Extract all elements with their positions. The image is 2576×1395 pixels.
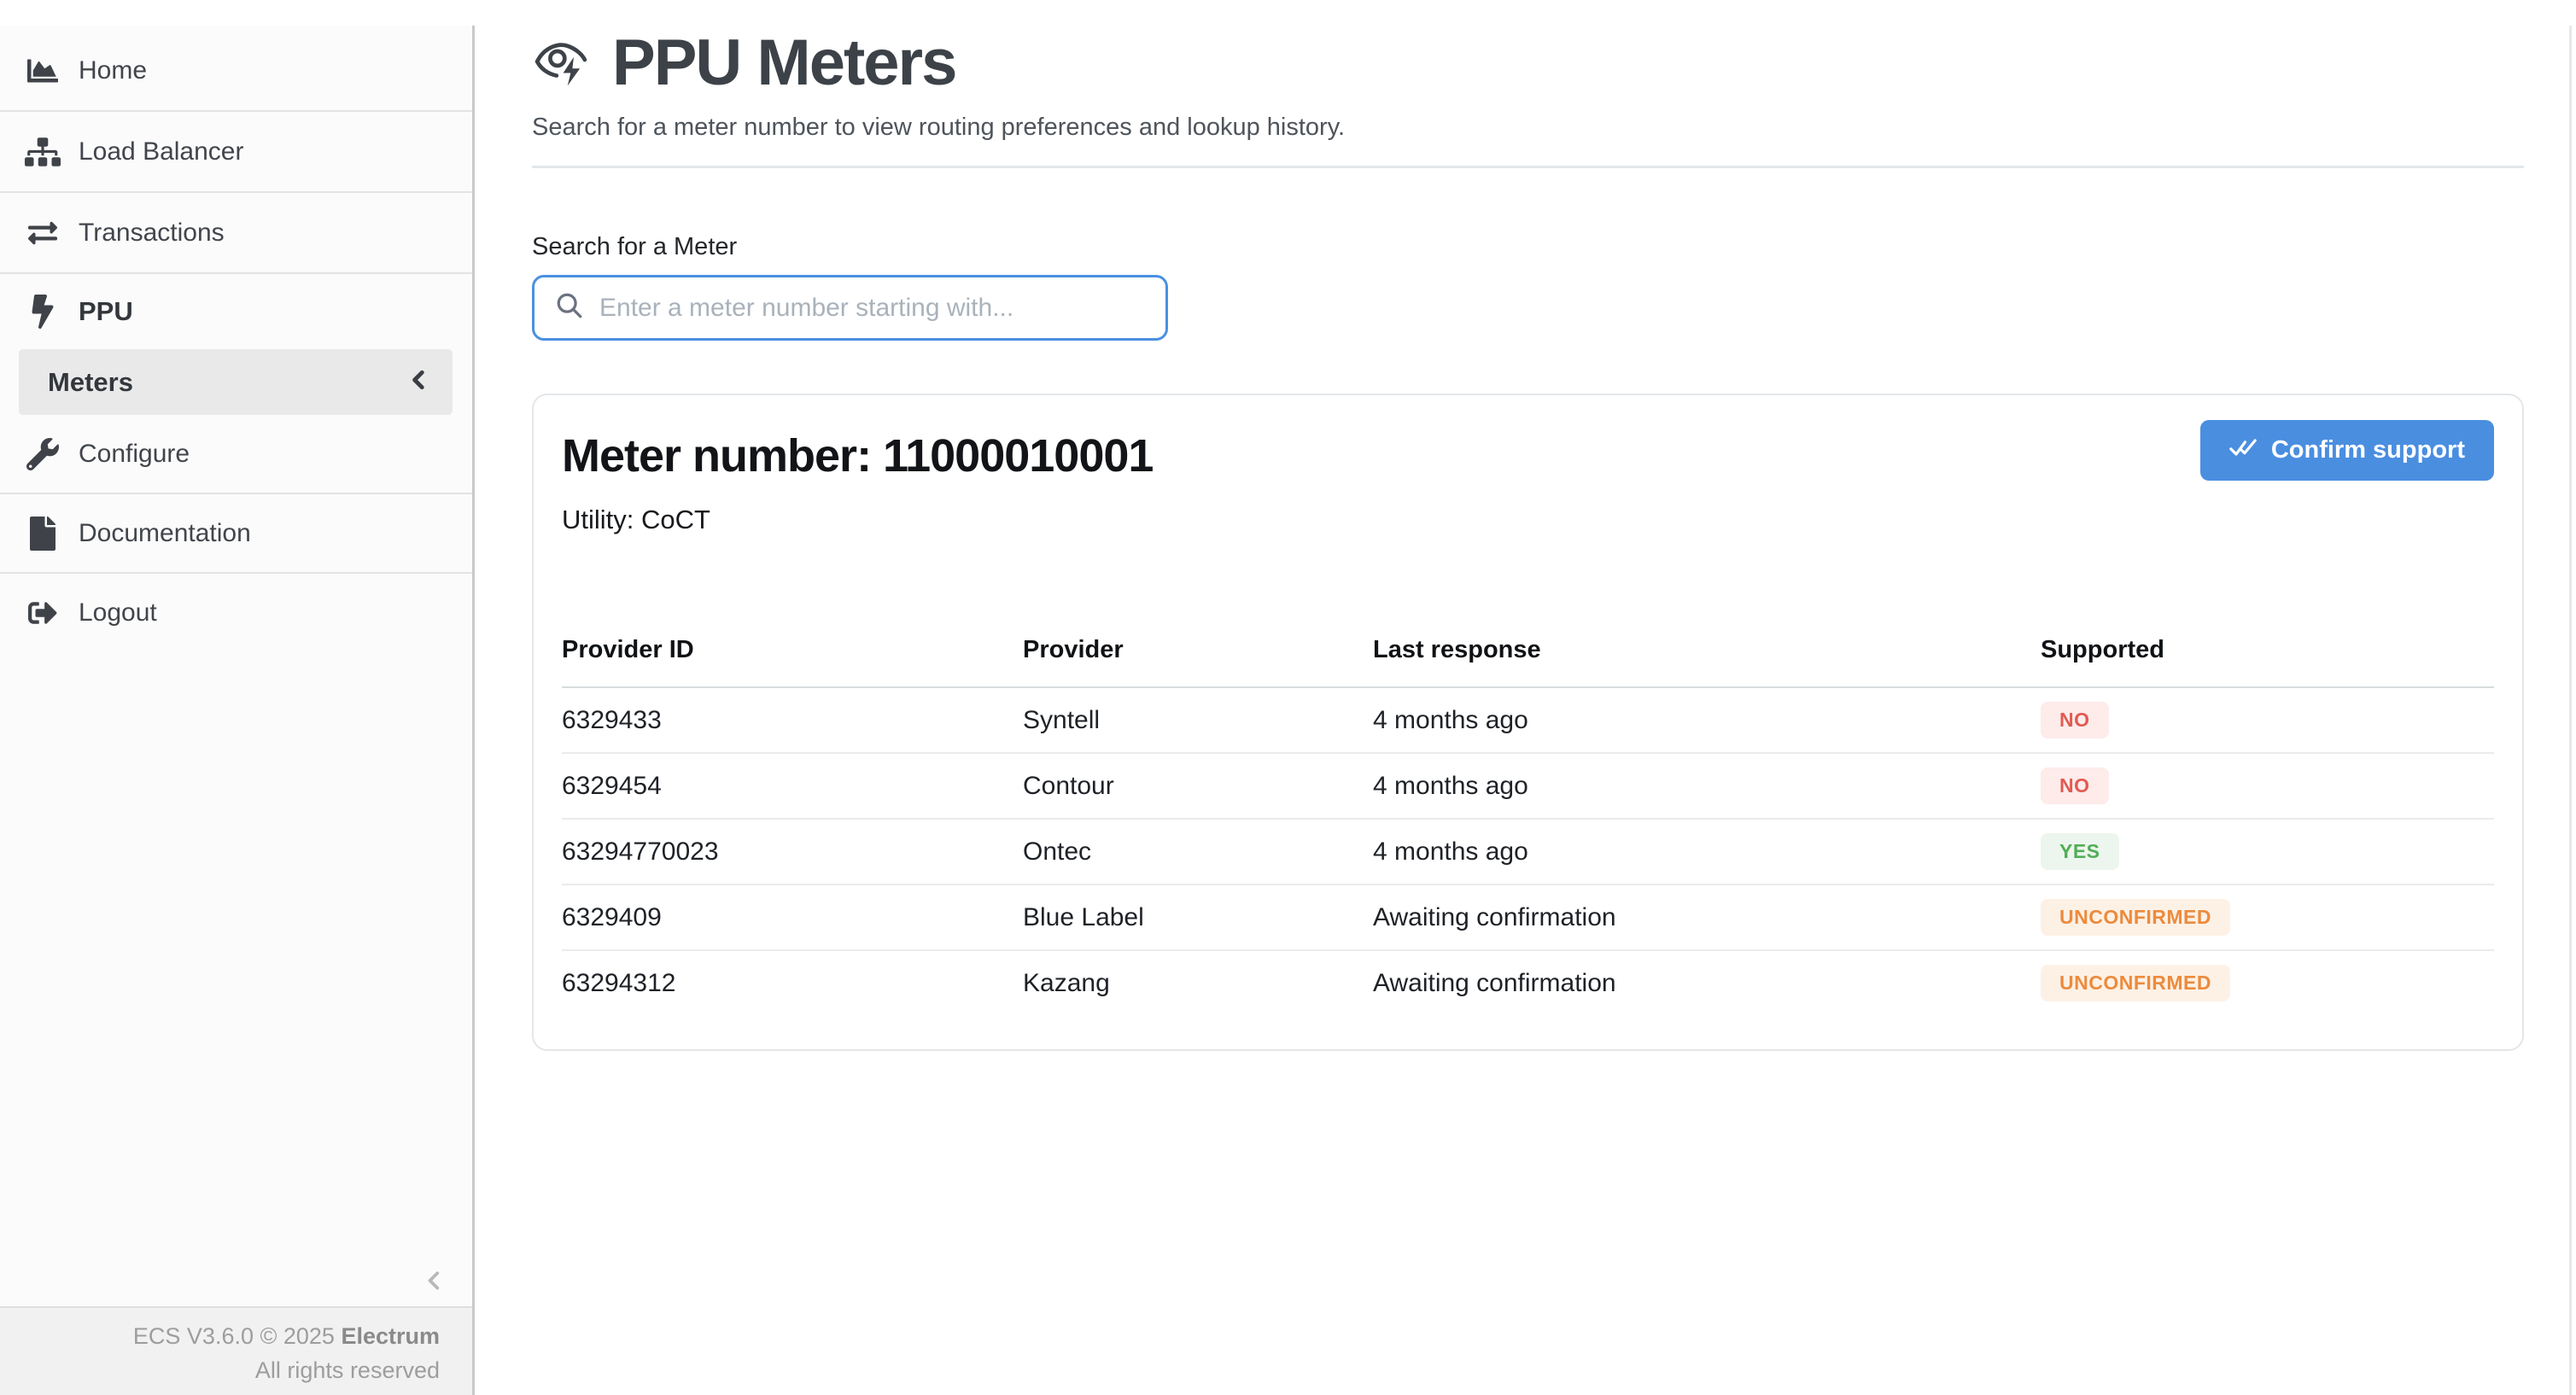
page-subtitle: Search for a meter number to view routin… — [532, 114, 1346, 141]
last-response-cell: 4 months ago — [1373, 753, 2041, 820]
provider-id-cell: 6329409 — [562, 884, 1023, 951]
supported-cell: UNCONFIRMED — [2041, 950, 2494, 1015]
page-header: PPU Meters Search for a meter number to … — [532, 26, 2524, 168]
sidebar-item-label: Load Balancer — [79, 137, 244, 166]
divider — [532, 166, 2524, 168]
supported-badge: UNCONFIRMED — [2041, 965, 2230, 1001]
confirm-support-button[interactable]: Confirm support — [2199, 420, 2494, 481]
column-header-supported: Supported — [2041, 636, 2494, 688]
sidebar-item-label: Logout — [79, 598, 157, 627]
divider — [0, 191, 472, 193]
sidebar-item-configure[interactable]: Configure — [0, 415, 472, 493]
providers-table: Provider ID Provider Last response Suppo… — [562, 636, 2494, 1015]
sign-out-icon — [24, 598, 61, 627]
meter-info: Meter number: 11000010001 Utility: CoCT — [562, 429, 1154, 535]
supported-badge: UNCONFIRMED — [2041, 899, 2230, 936]
rights-text: All rights reserved — [254, 1357, 440, 1383]
sidebar-item-label: Documentation — [79, 518, 251, 547]
sidebar-item-load-balancer[interactable]: Load Balancer — [0, 112, 472, 191]
chart-area-icon — [24, 55, 61, 86]
divider — [0, 572, 472, 574]
provider-cell: Syntell — [1023, 687, 1373, 754]
sidebar-item-label: Home — [79, 55, 148, 85]
provider-cell: Blue Label — [1023, 884, 1373, 951]
sidebar-footer: ECS V3.6.0 © 2025 Electrum All rights re… — [0, 1306, 472, 1395]
provider-id-cell: 6329433 — [562, 687, 1023, 754]
sidebar-item-label: Configure — [79, 439, 190, 468]
table-row: 63294312 Kazang Awaiting confirmation UNCON… — [562, 950, 2494, 1015]
chevron-left-icon — [408, 367, 430, 397]
column-header-provider: Provider — [1023, 636, 1373, 688]
supported-cell: UNCONFIRMED — [2041, 884, 2494, 951]
brand-name: Electrum — [341, 1323, 440, 1349]
confirm-support-label: Confirm support — [2270, 436, 2465, 464]
sidebar-item-transactions[interactable]: Transactions — [0, 193, 472, 272]
main-content: PPU Meters Search for a meter number to … — [477, 26, 2576, 1051]
page-title: PPU Meters — [612, 26, 957, 99]
last-response-cell: 4 months ago — [1373, 687, 2041, 754]
sidebar-item-label: PPU — [79, 296, 133, 326]
sitemap-icon — [24, 137, 61, 166]
chevron-left-icon — [428, 1271, 440, 1290]
search-section: Search for a Meter — [532, 233, 2524, 341]
provider-cell: Contour — [1023, 753, 1373, 820]
scrollbar-track[interactable] — [2569, 26, 2572, 1395]
sidebar-nav: Home Load Balancer Transactions PPU Mete… — [0, 26, 472, 651]
last-response-cell: Awaiting confirmation — [1373, 884, 2041, 951]
meter-number-heading: Meter number: 11000010001 — [562, 430, 1154, 482]
provider-id-cell: 6329454 — [562, 753, 1023, 820]
version-text: ECS V3.6.0 © 2025 Electrum — [132, 1323, 440, 1349]
sidebar: Home Load Balancer Transactions PPU Mete… — [0, 26, 475, 1395]
search-icon — [555, 291, 584, 324]
supported-cell: YES — [2041, 819, 2494, 885]
divider — [0, 272, 472, 274]
utility-label: Utility: CoCT — [562, 505, 710, 534]
provider-cell: Kazang — [1023, 968, 1110, 997]
divider — [0, 110, 472, 112]
provider-cell: Ontec — [1023, 819, 1373, 885]
supported-badge: NO — [2041, 702, 2109, 738]
column-header-last-response: Last response — [1373, 636, 2041, 688]
supported-badge: YES — [2041, 833, 2119, 870]
table-row: 6329409 Blue Label Awaiting confirmation UN… — [562, 884, 2494, 951]
search-label: Search for a Meter — [532, 233, 738, 260]
provider-id-cell: 63294770023 — [562, 819, 1023, 885]
double-check-icon — [2229, 435, 2257, 466]
sidebar-item-label: Meters — [48, 366, 133, 397]
meter-eye-bolt-icon — [532, 32, 590, 93]
table-row: 63294770023 Ontec 4 months ago YES — [562, 819, 2494, 885]
wrench-icon — [24, 437, 61, 470]
search-input-wrapper[interactable] — [532, 275, 1168, 341]
sidebar-item-ppu[interactable]: PPU — [0, 274, 472, 349]
sidebar-item-meters[interactable]: Meters — [19, 349, 453, 415]
bolt-icon — [24, 295, 61, 329]
column-header-provider-id: Provider ID — [562, 636, 1023, 688]
sidebar-item-documentation[interactable]: Documentation — [0, 494, 472, 572]
search-input[interactable] — [598, 292, 1165, 324]
sidebar-item-home[interactable]: Home — [0, 31, 472, 110]
supported-badge: NO — [2041, 768, 2109, 804]
exchange-icon — [24, 219, 61, 248]
table-row: 6329454 Contour 4 months ago NO — [562, 753, 2494, 820]
table-row: 6329433 Syntell 4 months ago NO — [562, 687, 2494, 754]
table-header-row: Provider ID Provider Last response Suppo… — [562, 636, 2494, 688]
last-response-cell: Awaiting confirmation — [1373, 968, 1616, 997]
sidebar-collapse-button[interactable] — [419, 1264, 450, 1298]
divider — [0, 493, 472, 494]
file-icon — [24, 516, 61, 551]
supported-cell: NO — [2041, 687, 2494, 754]
sidebar-item-label: Transactions — [79, 218, 225, 247]
supported-cell: NO — [2041, 753, 2494, 820]
meter-card: Meter number: 11000010001 Utility: CoCT … — [532, 394, 2524, 1051]
last-response-cell: 4 months ago — [1373, 819, 2041, 885]
sidebar-item-logout[interactable]: Logout — [0, 574, 472, 651]
provider-id-cell: 63294312 — [562, 968, 676, 997]
